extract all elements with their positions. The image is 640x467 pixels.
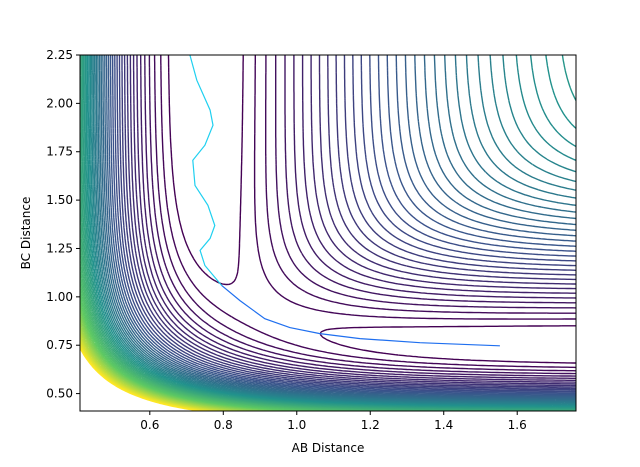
- x-tick-label: 0.6: [140, 418, 159, 432]
- y-tick-label: 0.75: [46, 338, 73, 352]
- contour-line: [100, 55, 576, 401]
- y-tick-label: 1.50: [46, 193, 73, 207]
- contour-line: [104, 55, 576, 399]
- x-axis-label: AB Distance: [292, 441, 365, 455]
- contour-line: [95, 55, 576, 403]
- contour-line: [136, 55, 576, 381]
- contour-line: [121, 55, 576, 390]
- contour-line: [80, 347, 200, 411]
- contour-layer: [80, 55, 576, 411]
- contour-line: [126, 55, 576, 387]
- y-tick-label: 1.75: [46, 145, 73, 159]
- trajectory-layer: [189, 55, 500, 347]
- contour-line: [81, 55, 576, 411]
- contour-line: [91, 55, 576, 406]
- y-tick-label: 2.25: [46, 48, 73, 62]
- contour-line: [129, 55, 576, 385]
- y-tick-label: 1.00: [46, 290, 73, 304]
- contour-line: [111, 55, 576, 395]
- contour-line: [109, 55, 576, 396]
- x-tick-label: 1.0: [287, 418, 306, 432]
- contour-line: [167, 55, 576, 364]
- x-tick-label: 0.8: [214, 418, 233, 432]
- contour-line: [160, 55, 576, 369]
- x-tick-label: 1.2: [361, 418, 380, 432]
- contour-line: [107, 55, 576, 397]
- contour-line: [97, 55, 576, 402]
- plot-frame: [79, 54, 577, 412]
- contour-line: [98, 55, 576, 401]
- contour-line: [153, 55, 576, 372]
- contour-line: [92, 55, 576, 405]
- contour-line: [105, 55, 576, 398]
- contour-line: [102, 55, 576, 400]
- contour-line: [118, 55, 576, 391]
- contour-line: [114, 55, 576, 393]
- contour-line: [116, 55, 576, 392]
- x-tick-label: 1.4: [434, 418, 453, 432]
- x-tick-label: 1.6: [508, 418, 527, 432]
- contour-line: [148, 55, 576, 375]
- contour-line: [94, 55, 576, 404]
- y-tick-label: 1.25: [46, 241, 73, 255]
- trajectory-line: [221, 285, 500, 347]
- contour-line: [123, 55, 576, 388]
- y-axis-label: BC Distance: [19, 197, 33, 270]
- contour-line: [144, 55, 576, 377]
- trajectory-line: [189, 55, 223, 286]
- y-tick-label: 2.00: [46, 96, 73, 110]
- y-tick-label: 0.50: [46, 387, 73, 401]
- contour-line: [132, 55, 576, 383]
- contour-line: [140, 55, 576, 379]
